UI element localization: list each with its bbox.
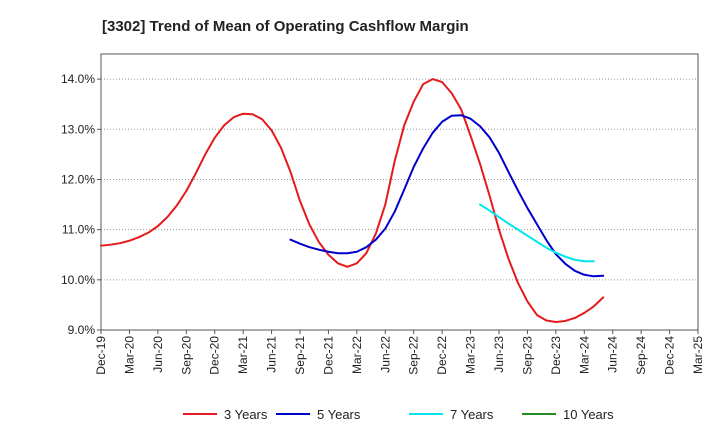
x-tick-label: Dec-19 xyxy=(94,336,108,375)
series-line-3-years xyxy=(100,78,605,323)
x-tick-label: Jun-22 xyxy=(378,336,392,373)
x-tick-label: Sep-21 xyxy=(293,336,307,375)
x-tick-label: Dec-24 xyxy=(663,336,677,375)
y-tick-label: 12.0% xyxy=(61,172,95,186)
x-tick-label: Mar-24 xyxy=(577,336,591,374)
x-tick-label: Mar-20 xyxy=(122,336,136,374)
y-tick-label: 13.0% xyxy=(61,122,95,136)
legend: 3 Years 5 Years 7 Years 10 Years xyxy=(183,407,614,422)
x-tick-label: Mar-23 xyxy=(464,336,478,374)
y-tick-label: 10.0% xyxy=(61,273,95,287)
y-tick-label: 11.0% xyxy=(62,223,95,237)
legend-label: 5 Years xyxy=(317,407,361,422)
x-tick-label: Jun-23 xyxy=(492,336,506,373)
x-axis-ticks: Dec-19 Mar-20 Jun-20 Sep-20 Dec-20 Mar-21 Jun-… xyxy=(94,330,705,375)
y-axis-ticks: 9.0% 10.0% 11.0% 12.0% 13.0% 14.0% xyxy=(61,72,101,337)
x-tick-label: Mar-22 xyxy=(350,336,364,374)
x-tick-label: Sep-23 xyxy=(520,336,534,375)
legend-label: 7 Years xyxy=(450,407,494,422)
legend-label: 10 Years xyxy=(563,407,614,422)
x-tick-label: Jun-20 xyxy=(151,336,165,373)
x-tick-label: Jun-21 xyxy=(265,336,279,373)
series-line-5-years xyxy=(289,114,605,278)
x-tick-label: Dec-23 xyxy=(549,336,563,375)
x-tick-label: Dec-20 xyxy=(208,336,222,375)
series-line-7-years xyxy=(479,203,595,263)
chart-title: [3302] Trend of Mean of Operating Cashfl… xyxy=(102,18,469,35)
series-lines xyxy=(100,78,605,323)
x-tick-label: Dec-21 xyxy=(321,336,335,375)
y-tick-label: 9.0% xyxy=(68,323,96,337)
x-tick-label: Mar-25 xyxy=(691,336,705,374)
x-tick-label: Jun-24 xyxy=(606,336,620,373)
grid-lines xyxy=(101,78,698,331)
x-tick-label: Sep-20 xyxy=(179,336,193,375)
legend-label: 3 Years xyxy=(224,407,268,422)
plot-area-frame xyxy=(100,53,699,331)
y-tick-label: 14.0% xyxy=(61,72,95,86)
x-tick-label: Sep-24 xyxy=(634,336,648,375)
x-tick-label: Mar-21 xyxy=(236,336,250,374)
x-tick-label: Sep-22 xyxy=(407,336,421,375)
x-tick-label: Dec-22 xyxy=(435,336,449,375)
